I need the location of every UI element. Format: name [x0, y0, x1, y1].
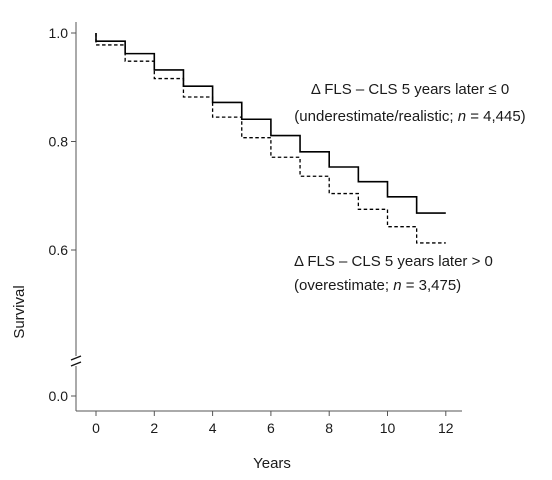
x-tick-label: 2	[150, 420, 158, 436]
x-tick-label: 4	[209, 420, 217, 436]
annotation-underestimate-line2: (underestimate/realistic; n = 4,445)	[294, 108, 525, 125]
x-axis-title: Years	[253, 455, 291, 472]
axis-break-mark-lower	[70, 361, 82, 367]
x-tick-label: 0	[92, 420, 100, 436]
annotation-overestimate-line1: Δ FLS – CLS 5 years later > 0	[294, 253, 493, 270]
y-axis-title: Survival	[11, 285, 28, 338]
y-tick-label: 1.0	[49, 25, 69, 41]
x-tick-label: 6	[267, 420, 275, 436]
x-tick-label: 8	[325, 420, 333, 436]
x-tick-label: 10	[380, 420, 396, 436]
y-tick-label: 0.6	[49, 242, 69, 258]
y-tick-label: 0.0	[49, 388, 69, 404]
chart-series	[95, 33, 446, 244]
y-tick-label: 0.8	[49, 134, 69, 150]
annotation-underestimate-line1: Δ FLS – CLS 5 years later ≤ 0	[311, 81, 509, 98]
x-tick-label: 12	[438, 420, 454, 436]
annotation-overestimate-line2: (overestimate; n = 3,475)	[294, 277, 461, 294]
series-line-solid	[95, 33, 446, 214]
chart-axes: 0 2 4 6 8 10 12 0.0 0.6 0.8 1.0	[49, 22, 462, 436]
axis-break-mark-upper	[70, 355, 82, 361]
series-line-dashed	[95, 33, 446, 244]
